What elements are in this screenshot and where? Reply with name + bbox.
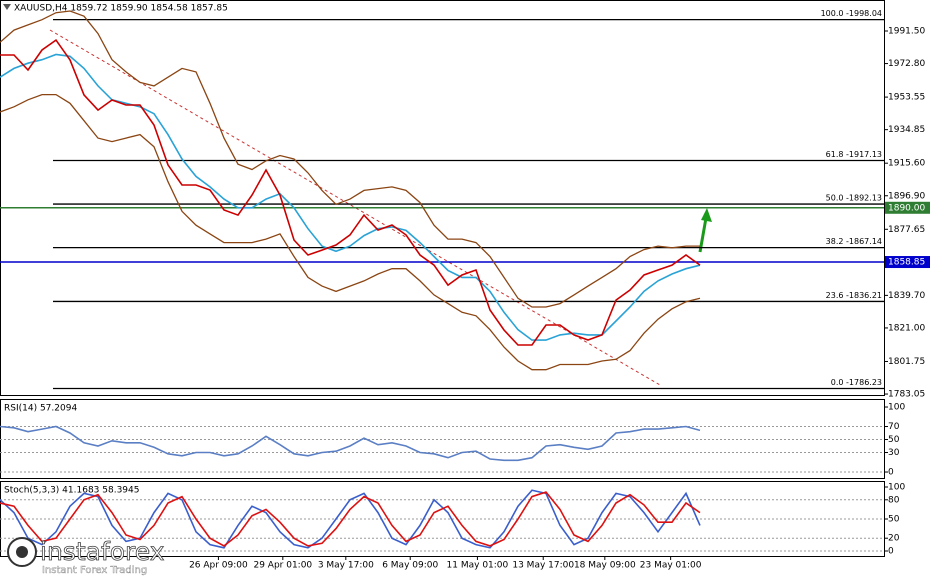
series-line [0,425,701,462]
fib-label: 38.2 -1867.14 [826,237,882,246]
fib-label: 61.8 -1917.13 [826,150,882,159]
price-label: 1890.00 [888,203,925,213]
logo-core [16,546,28,558]
chart-title: XAUUSD,H4 1859.72 1859.90 1854.58 1857.8… [14,4,228,14]
y-tick-label: 1915.60 [888,159,925,169]
rsi-title: RSI(14) 57.2094 [4,404,77,414]
x-tick-label: 3 May 17:00 [318,561,374,571]
y-tick-label: 1991.50 [888,27,925,37]
y-tick-label: 1896.90 [888,191,925,201]
y-tick-label: 80 [888,495,900,505]
x-tick-label: 11 May 01:00 [447,561,509,571]
x-tick-label: 26 Apr 09:00 [189,561,248,571]
y-tick-label: 30 [888,448,900,458]
price-box [885,256,930,269]
fib-label: 23.6 -1836.21 [826,291,882,300]
symbol-icon [3,4,11,10]
y-tick-label: 0 [888,547,894,557]
rsi-panel [0,399,885,479]
x-tick-label: 18 May 09:00 [574,561,636,571]
y-tick-label: 1783.05 [888,390,925,400]
series-line [0,93,701,371]
series-line [0,489,701,549]
watermark: instaforex Instant Forex Trading [7,537,165,576]
arrow-head [701,208,712,222]
y-tick-label: 1934.85 [888,125,925,135]
x-tick-label: 23 May 01:00 [640,561,702,571]
y-tick-label: 50 [888,515,900,525]
y-tick-label: 1821.00 [888,323,925,333]
y-tick-label: 1801.75 [888,357,925,367]
y-tick-label: 50 [888,435,900,445]
fib-label: 50.0 -1892.13 [826,194,882,203]
stoch-title: Stoch(5,3,3) 41.1683 58.3945 [4,486,139,496]
y-tick-label: 20 [888,534,900,544]
y-tick-label: 1953.55 [888,93,925,103]
series-line [0,491,701,547]
x-tick-label: 13 May 17:00 [512,561,574,571]
trend-line [49,29,661,386]
main-panel [0,0,885,396]
watermark-tagline: Instant Forex Trading [42,565,147,576]
watermark-brand: instaforex [40,537,165,566]
price-label: 1858.85 [888,258,925,268]
fib-label: 100.0 -1998.04 [821,9,882,18]
price-box [885,201,930,214]
y-tick-label: 0 [888,468,894,478]
y-tick-label: 1839.70 [888,291,925,301]
y-tick-label: 1877.65 [888,225,925,235]
plot: 26 Apr 09:00 29 Apr 01:00 3 May 17:00 6 May… [0,9,930,571]
fib-label: 0.0 -1786.23 [831,378,882,387]
y-tick-label: 1972.80 [888,59,925,69]
y-tick-label: 70 [888,422,900,432]
series-line [0,38,701,346]
series-line [0,10,700,308]
x-tick-label: 6 May 09:00 [382,561,438,571]
y-tick-label: 100 [888,403,905,413]
x-tick-label: 29 Apr 01:00 [253,561,312,571]
arrow-shaft [698,217,708,253]
y-tick-label: 100 [888,482,905,492]
